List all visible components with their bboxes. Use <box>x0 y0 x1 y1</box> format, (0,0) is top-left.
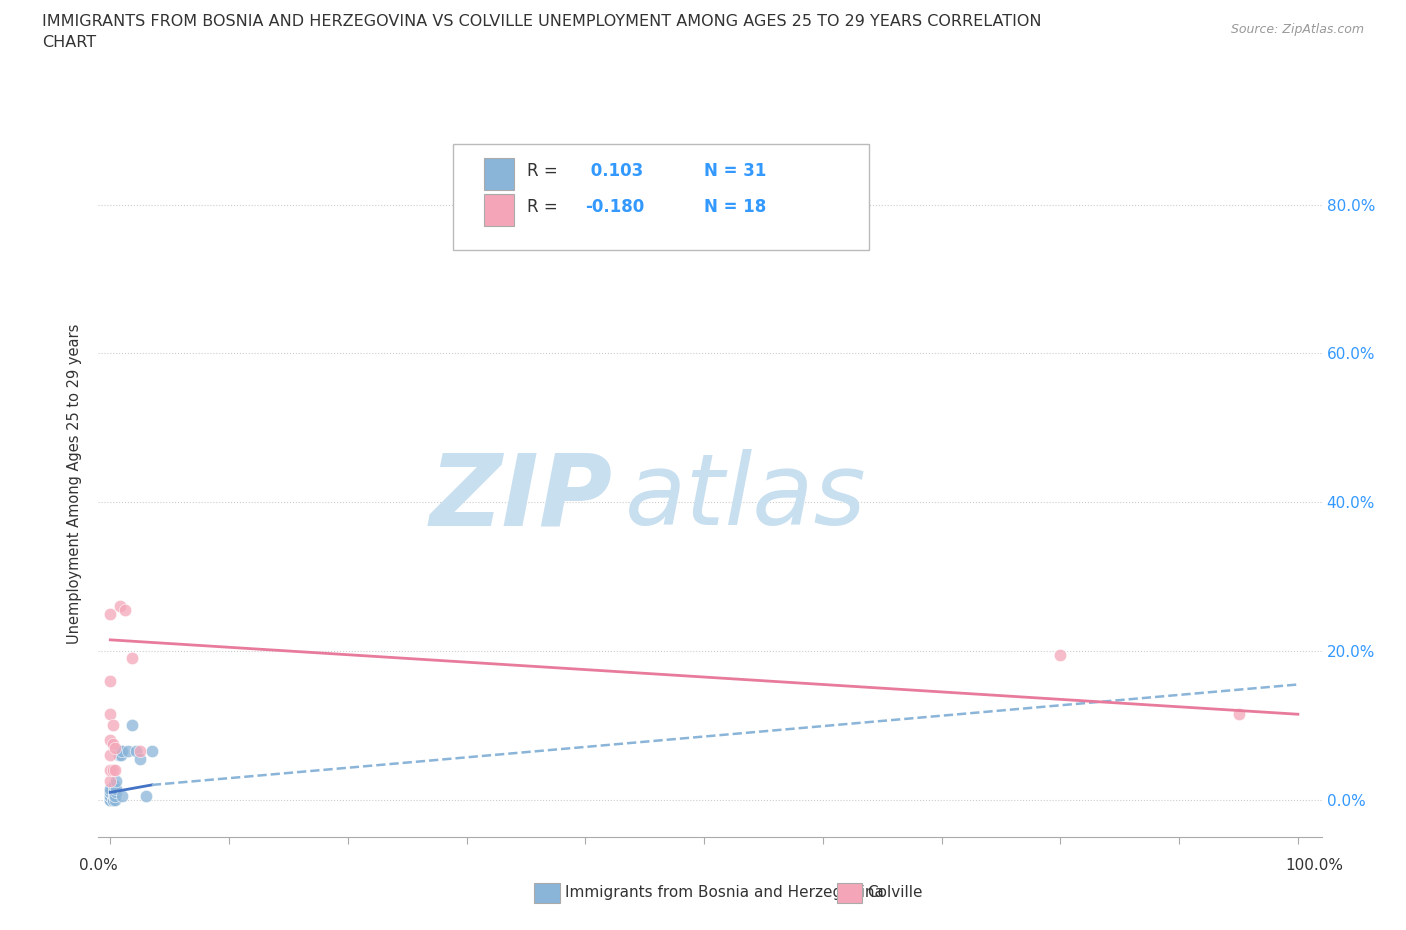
Point <box>98 748 121 763</box>
Point <box>103 789 125 804</box>
Point <box>98 789 121 804</box>
Point <box>103 789 125 804</box>
Point <box>98 774 121 789</box>
Text: R =: R = <box>526 197 562 216</box>
Text: 0.0%: 0.0% <box>79 857 118 872</box>
Point <box>121 651 143 666</box>
Point <box>125 744 148 759</box>
Point <box>98 707 121 722</box>
Text: Source: ZipAtlas.com: Source: ZipAtlas.com <box>1230 23 1364 36</box>
Point <box>111 789 134 804</box>
Point <box>110 748 132 763</box>
Point <box>1227 707 1250 722</box>
Point <box>104 792 127 807</box>
Point <box>108 599 131 614</box>
Text: 100.0%: 100.0% <box>1285 857 1344 872</box>
Text: Colville: Colville <box>868 885 922 900</box>
Point <box>108 744 131 759</box>
Point <box>105 781 128 796</box>
Point <box>98 606 121 621</box>
Point <box>105 774 128 789</box>
Point <box>1049 647 1071 662</box>
Text: CHART: CHART <box>42 35 96 50</box>
Text: ZIP: ZIP <box>429 449 612 546</box>
Y-axis label: Unemployment Among Ages 25 to 29 years: Unemployment Among Ages 25 to 29 years <box>67 324 83 644</box>
Point <box>129 744 152 759</box>
Point <box>103 777 125 792</box>
Text: N = 18: N = 18 <box>704 197 766 216</box>
Text: atlas: atlas <box>624 449 866 546</box>
Text: 0.103: 0.103 <box>585 162 644 180</box>
Point <box>101 718 124 733</box>
Point <box>98 763 121 777</box>
Point <box>98 785 121 800</box>
Point <box>114 603 136 618</box>
Point <box>98 792 121 807</box>
Point <box>104 740 127 755</box>
Text: N = 31: N = 31 <box>704 162 766 180</box>
Text: -0.180: -0.180 <box>585 197 644 216</box>
Point <box>101 792 124 807</box>
Point <box>103 781 125 796</box>
FancyBboxPatch shape <box>484 193 515 226</box>
Text: IMMIGRANTS FROM BOSNIA AND HERZEGOVINA VS COLVILLE UNEMPLOYMENT AMONG AGES 25 TO: IMMIGRANTS FROM BOSNIA AND HERZEGOVINA V… <box>42 14 1042 29</box>
FancyBboxPatch shape <box>484 158 515 191</box>
FancyBboxPatch shape <box>453 144 869 250</box>
Point <box>98 792 121 807</box>
Point <box>101 737 124 751</box>
Point <box>98 792 121 807</box>
Point <box>121 718 143 733</box>
Text: Immigrants from Bosnia and Herzegovina: Immigrants from Bosnia and Herzegovina <box>565 885 884 900</box>
Point <box>104 789 127 804</box>
Point <box>141 744 163 759</box>
Point <box>103 785 125 800</box>
Point <box>98 733 121 748</box>
Point <box>104 763 127 777</box>
Point <box>101 792 124 807</box>
Text: R =: R = <box>526 162 562 180</box>
Point <box>117 744 139 759</box>
Point <box>135 789 157 804</box>
Point <box>98 789 121 804</box>
Point <box>111 744 134 759</box>
Point <box>105 785 128 800</box>
Point <box>101 763 124 777</box>
Point <box>129 751 152 766</box>
Point <box>98 781 121 796</box>
Point <box>98 673 121 688</box>
Point <box>98 785 121 800</box>
Point <box>107 748 129 763</box>
